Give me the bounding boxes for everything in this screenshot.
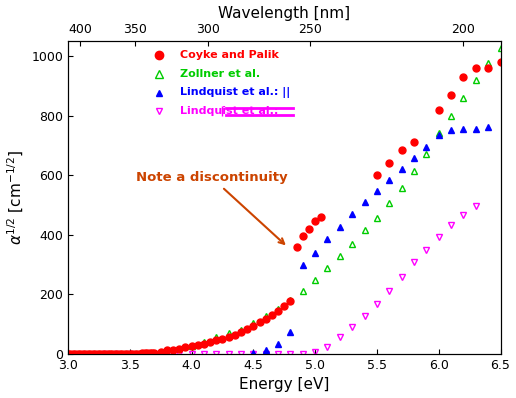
X-axis label: Energy [eV]: Energy [eV] <box>239 377 329 392</box>
X-axis label: Wavelength [nm]: Wavelength [nm] <box>218 6 350 21</box>
Text: Note a discontinuity: Note a discontinuity <box>136 171 287 244</box>
Text: Lindquist et al.:: Lindquist et al.: <box>181 106 279 116</box>
Text: Lindquist et al.: ||: Lindquist et al.: || <box>181 87 291 98</box>
Text: Zollner et al.: Zollner et al. <box>181 69 261 79</box>
Y-axis label: $\alpha^{1/2}$ [cm$^{-1/2}$]: $\alpha^{1/2}$ [cm$^{-1/2}$] <box>6 150 26 245</box>
Text: Coyke and Palik: Coyke and Palik <box>181 50 279 60</box>
